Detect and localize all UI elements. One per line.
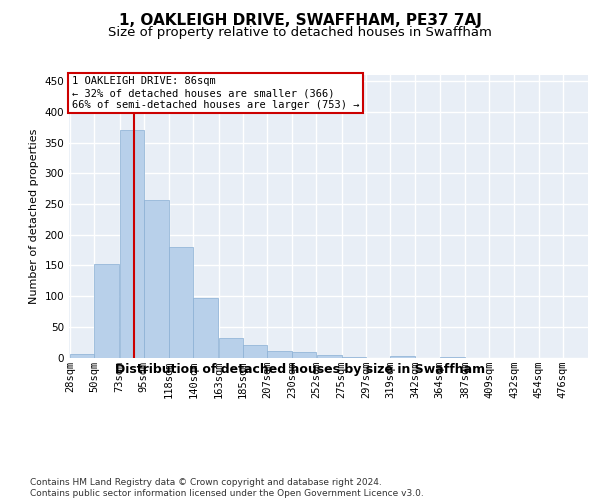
Bar (169, 247, 193, 358)
Text: Size of property relative to detached houses in Swaffham: Size of property relative to detached ho… (108, 26, 492, 39)
Y-axis label: Number of detached properties: Number of detached properties (29, 128, 39, 304)
Text: Distribution of detached houses by size in Swaffham: Distribution of detached houses by size … (115, 362, 485, 376)
Text: 1, OAKLEIGH DRIVE, SWAFFHAM, PE37 7AJ: 1, OAKLEIGH DRIVE, SWAFFHAM, PE37 7AJ (119, 12, 481, 28)
Bar (440, 357, 465, 358)
Bar (70, 354, 94, 358)
Bar (218, 338, 242, 357)
Bar (390, 356, 415, 358)
Bar (342, 357, 366, 358)
Bar (292, 352, 316, 358)
Bar (120, 130, 143, 358)
Text: Contains HM Land Registry data © Crown copyright and database right 2024.
Contai: Contains HM Land Registry data © Crown c… (30, 478, 424, 498)
Bar (317, 355, 341, 358)
Bar (243, 344, 267, 358)
Bar (144, 200, 169, 358)
Bar (193, 298, 218, 358)
Bar (267, 350, 292, 358)
Bar (94, 264, 119, 358)
Text: 1 OAKLEIGH DRIVE: 86sqm
← 32% of detached houses are smaller (366)
66% of semi-d: 1 OAKLEIGH DRIVE: 86sqm ← 32% of detache… (71, 76, 359, 110)
